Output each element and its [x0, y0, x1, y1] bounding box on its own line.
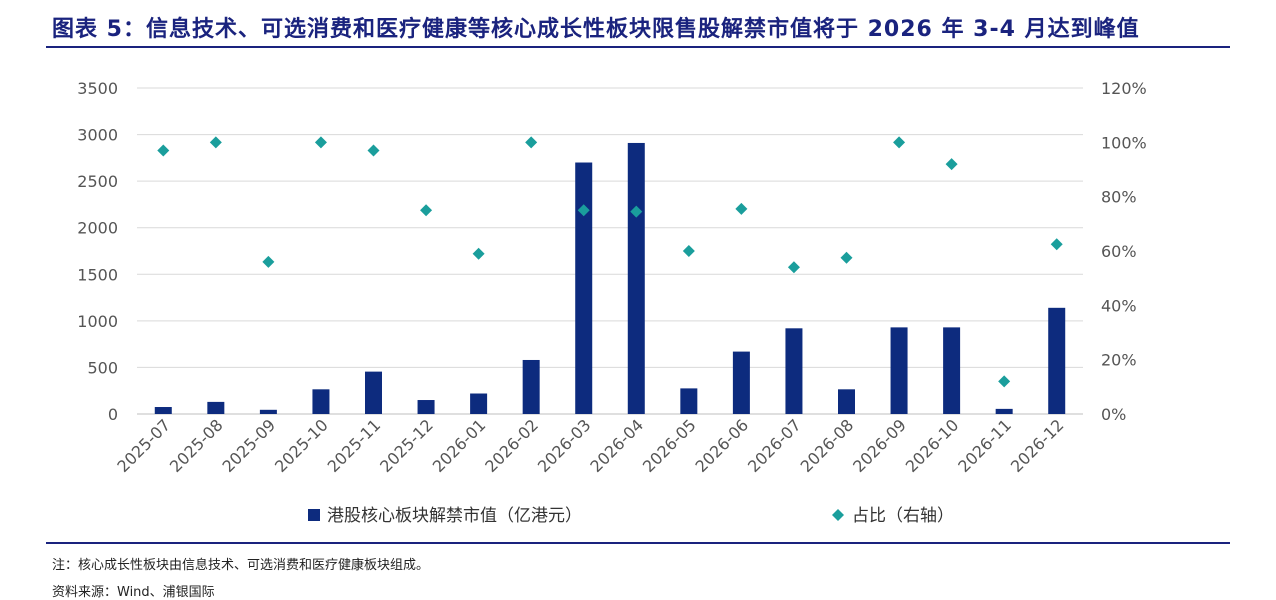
- x-tick-label: 2025-12: [376, 415, 437, 476]
- ratio-marker: [945, 158, 958, 171]
- x-tick-label: 2026-07: [744, 415, 805, 476]
- bar: [470, 393, 488, 414]
- ratio-marker: [209, 136, 222, 149]
- chart: 0 500 1000 1500 2000 2500 3000 3500 0% 20% 40% 60%…: [77, 79, 1147, 526]
- bar: [312, 389, 330, 414]
- right-tick-label: 0%: [1101, 405, 1126, 424]
- right-tick-label: 60%: [1101, 242, 1137, 261]
- left-tick-label: 2500: [77, 172, 118, 191]
- figure-title: 图表 5：信息技术、可选消费和医疗健康等核心成长性板块限售股解禁市值将于 202…: [52, 17, 1140, 42]
- right-tick-label: 120%: [1101, 79, 1147, 98]
- right-tick-label: 100%: [1101, 133, 1147, 152]
- bar: [365, 371, 382, 414]
- bar: [732, 351, 750, 414]
- x-tick-label: 2026-12: [1007, 415, 1068, 476]
- ratio-marker: [420, 204, 433, 217]
- legend-marker-swatch: [832, 509, 844, 521]
- x-tick-label: 2025-10: [271, 415, 332, 476]
- x-tick-label: 2026-03: [534, 415, 595, 476]
- bar: [785, 328, 803, 414]
- gridlines: [137, 87, 1083, 415]
- ratio-marker: [998, 375, 1011, 388]
- left-tick-label: 1000: [77, 312, 118, 331]
- bar-series: [154, 142, 1066, 414]
- bar: [890, 327, 908, 414]
- ratio-marker: [630, 205, 643, 218]
- footnote: 注：核心成长性板块由信息技术、可选消费和医疗健康板块组成。: [52, 558, 430, 573]
- bar: [207, 401, 225, 414]
- x-tick-label: 2026-05: [639, 415, 700, 476]
- left-axis-ticks: 0 500 1000 1500 2000 2500 3000 3500: [77, 79, 118, 424]
- left-tick-label: 2000: [77, 219, 118, 238]
- right-axis-ticks: 0% 20% 40% 60% 80% 100% 120%: [1101, 79, 1147, 424]
- bar: [1048, 307, 1066, 414]
- left-tick-label: 3000: [77, 126, 118, 145]
- bar: [995, 408, 1013, 414]
- x-axis-ticks: 2025-072025-082025-092025-102025-112025-…: [113, 415, 1067, 476]
- bar: [838, 389, 855, 414]
- title-rule: [46, 46, 1230, 48]
- ratio-series: [157, 136, 1063, 388]
- ratio-marker: [787, 261, 800, 274]
- x-tick-label: 2026-08: [797, 415, 858, 476]
- ratio-marker: [577, 204, 590, 217]
- left-tick-label: 0: [108, 405, 118, 424]
- x-tick-label: 2026-04: [586, 415, 647, 476]
- x-tick-label: 2026-09: [849, 415, 910, 476]
- x-tick-label: 2026-10: [902, 415, 963, 476]
- bar: [575, 162, 593, 414]
- right-tick-label: 20%: [1101, 351, 1137, 370]
- legend: 港股核心板块解禁市值（亿港元） 占比（右轴）: [308, 506, 954, 526]
- left-tick-label: 500: [87, 358, 118, 377]
- legend-bar-label: 港股核心板块解禁市值（亿港元）: [327, 506, 582, 526]
- right-tick-label: 40%: [1101, 296, 1137, 315]
- ratio-marker: [472, 247, 485, 260]
- x-tick-label: 2025-07: [113, 415, 174, 476]
- left-tick-label: 3500: [77, 79, 118, 98]
- bar: [259, 409, 277, 414]
- ratio-marker: [1050, 238, 1063, 251]
- bar: [680, 388, 698, 414]
- bar: [943, 327, 961, 414]
- ratio-marker: [840, 251, 853, 264]
- footer-rule: [46, 542, 1230, 544]
- ratio-marker: [262, 255, 275, 268]
- bar: [627, 142, 645, 414]
- x-tick-label: 2026-02: [481, 415, 542, 476]
- legend-ratio-label: 占比（右轴）: [852, 506, 954, 526]
- x-tick-label: 2025-08: [166, 415, 227, 476]
- x-tick-label: 2025-11: [324, 415, 385, 476]
- legend-bar-swatch: [308, 509, 320, 521]
- x-tick-label: 2026-06: [692, 415, 753, 476]
- source-note: 资料来源：Wind、浦银国际: [52, 585, 215, 600]
- bar: [154, 407, 172, 414]
- left-tick-label: 1500: [77, 265, 118, 284]
- x-tick-label: 2025-09: [219, 415, 280, 476]
- ratio-marker: [525, 136, 538, 149]
- right-tick-label: 80%: [1101, 188, 1137, 207]
- ratio-marker: [893, 136, 906, 149]
- ratio-marker: [682, 245, 695, 257]
- x-tick-label: 2026-01: [429, 415, 490, 476]
- ratio-marker: [314, 136, 327, 149]
- x-tick-label: 2026-11: [954, 415, 1015, 476]
- bar: [417, 400, 435, 414]
- ratio-marker: [367, 144, 380, 157]
- ratio-marker: [735, 202, 748, 215]
- bar: [522, 359, 540, 414]
- ratio-marker: [157, 144, 170, 157]
